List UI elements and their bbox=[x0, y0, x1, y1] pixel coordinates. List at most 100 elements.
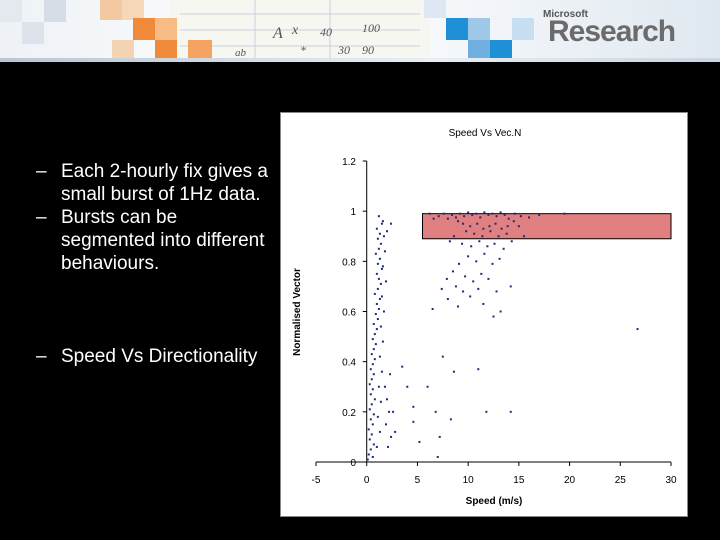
data-point bbox=[381, 340, 384, 343]
data-point bbox=[498, 257, 501, 260]
data-point bbox=[451, 270, 454, 273]
bullet-item: – Bursts can be segmented into different… bbox=[36, 206, 271, 275]
x-tick-label: 5 bbox=[415, 475, 421, 486]
data-point bbox=[366, 458, 369, 461]
square bbox=[155, 40, 177, 60]
bullet-text: Bursts can be segmented into different b… bbox=[61, 207, 265, 274]
y-tick-label: 0.2 bbox=[342, 408, 356, 419]
square bbox=[512, 18, 534, 40]
data-point bbox=[380, 267, 383, 270]
data-point bbox=[486, 245, 489, 248]
square bbox=[490, 40, 512, 60]
data-point bbox=[381, 265, 384, 268]
data-point bbox=[495, 215, 498, 218]
square bbox=[468, 18, 490, 40]
data-point bbox=[476, 222, 479, 225]
data-point bbox=[377, 277, 380, 280]
square bbox=[44, 0, 66, 22]
data-point bbox=[371, 363, 374, 366]
data-point bbox=[509, 285, 512, 288]
data-point bbox=[367, 453, 370, 456]
data-point bbox=[450, 213, 453, 216]
data-point bbox=[368, 408, 371, 411]
data-point bbox=[471, 213, 474, 216]
data-point bbox=[369, 368, 372, 371]
data-point bbox=[378, 297, 381, 300]
y-axis-label: Normalised Vector bbox=[292, 268, 303, 356]
header-graphic: A x 40 100 90 * 30 ab bbox=[0, 0, 534, 60]
data-point bbox=[538, 213, 541, 216]
data-point bbox=[442, 212, 445, 215]
data-point bbox=[382, 310, 385, 313]
data-point bbox=[517, 225, 520, 228]
data-point bbox=[383, 385, 386, 388]
data-point bbox=[487, 213, 490, 216]
data-point bbox=[491, 212, 494, 215]
data-point bbox=[449, 418, 452, 421]
data-point bbox=[436, 455, 439, 458]
data-point bbox=[636, 328, 639, 331]
data-point bbox=[431, 307, 434, 310]
data-point bbox=[367, 428, 370, 431]
data-point bbox=[378, 355, 381, 358]
data-point bbox=[369, 393, 372, 396]
data-point bbox=[372, 443, 375, 446]
data-point bbox=[426, 385, 429, 388]
data-point bbox=[469, 295, 472, 298]
data-point bbox=[502, 247, 505, 250]
data-point bbox=[377, 385, 380, 388]
data-point bbox=[377, 247, 380, 250]
data-point bbox=[370, 403, 373, 406]
notebook-sketch: A x 40 100 90 * 30 ab bbox=[170, 0, 430, 59]
sketch-text: 40 bbox=[320, 25, 332, 39]
data-point bbox=[375, 272, 378, 275]
square bbox=[112, 40, 134, 60]
data-point bbox=[434, 410, 437, 413]
data-point bbox=[401, 365, 404, 368]
data-point bbox=[493, 242, 496, 245]
bullet-dash: – bbox=[36, 346, 47, 367]
data-point bbox=[384, 280, 387, 283]
data-point bbox=[370, 378, 373, 381]
y-tick-label: 0.6 bbox=[342, 308, 356, 319]
notebook-paper bbox=[170, 0, 430, 58]
data-point bbox=[483, 211, 486, 214]
x-tick-label: 15 bbox=[513, 475, 525, 486]
data-point bbox=[438, 435, 441, 438]
data-point bbox=[372, 413, 375, 416]
data-point bbox=[478, 240, 481, 243]
data-point bbox=[479, 216, 482, 219]
sketch-text: x bbox=[291, 23, 299, 38]
data-point bbox=[371, 455, 374, 458]
data-point bbox=[472, 280, 475, 283]
data-point bbox=[499, 310, 502, 313]
data-point bbox=[376, 318, 379, 321]
sketch-text: A bbox=[272, 25, 283, 42]
data-point bbox=[406, 385, 409, 388]
decorative-squares bbox=[0, 0, 534, 60]
data-point bbox=[392, 410, 395, 413]
data-point bbox=[375, 445, 378, 448]
data-point bbox=[482, 227, 485, 230]
data-point bbox=[370, 353, 373, 356]
y-tick-label: 0 bbox=[350, 458, 356, 469]
x-tick-label: 30 bbox=[665, 475, 677, 486]
data-point bbox=[462, 222, 465, 225]
data-point bbox=[513, 212, 516, 215]
data-point bbox=[379, 400, 382, 403]
data-point bbox=[380, 295, 383, 298]
data-point bbox=[487, 277, 490, 280]
data-point bbox=[459, 212, 462, 215]
x-axis-label: Speed (m/s) bbox=[466, 496, 523, 507]
data-point bbox=[369, 418, 372, 421]
data-point bbox=[373, 333, 376, 336]
data-point bbox=[448, 240, 451, 243]
x-tick-label: 0 bbox=[364, 475, 370, 486]
data-point bbox=[372, 323, 375, 326]
data-point bbox=[509, 410, 512, 413]
bullet-text: Speed Vs Directionality bbox=[61, 346, 258, 367]
highlight-region bbox=[422, 213, 672, 240]
data-point bbox=[482, 302, 485, 305]
data-point bbox=[379, 282, 382, 285]
